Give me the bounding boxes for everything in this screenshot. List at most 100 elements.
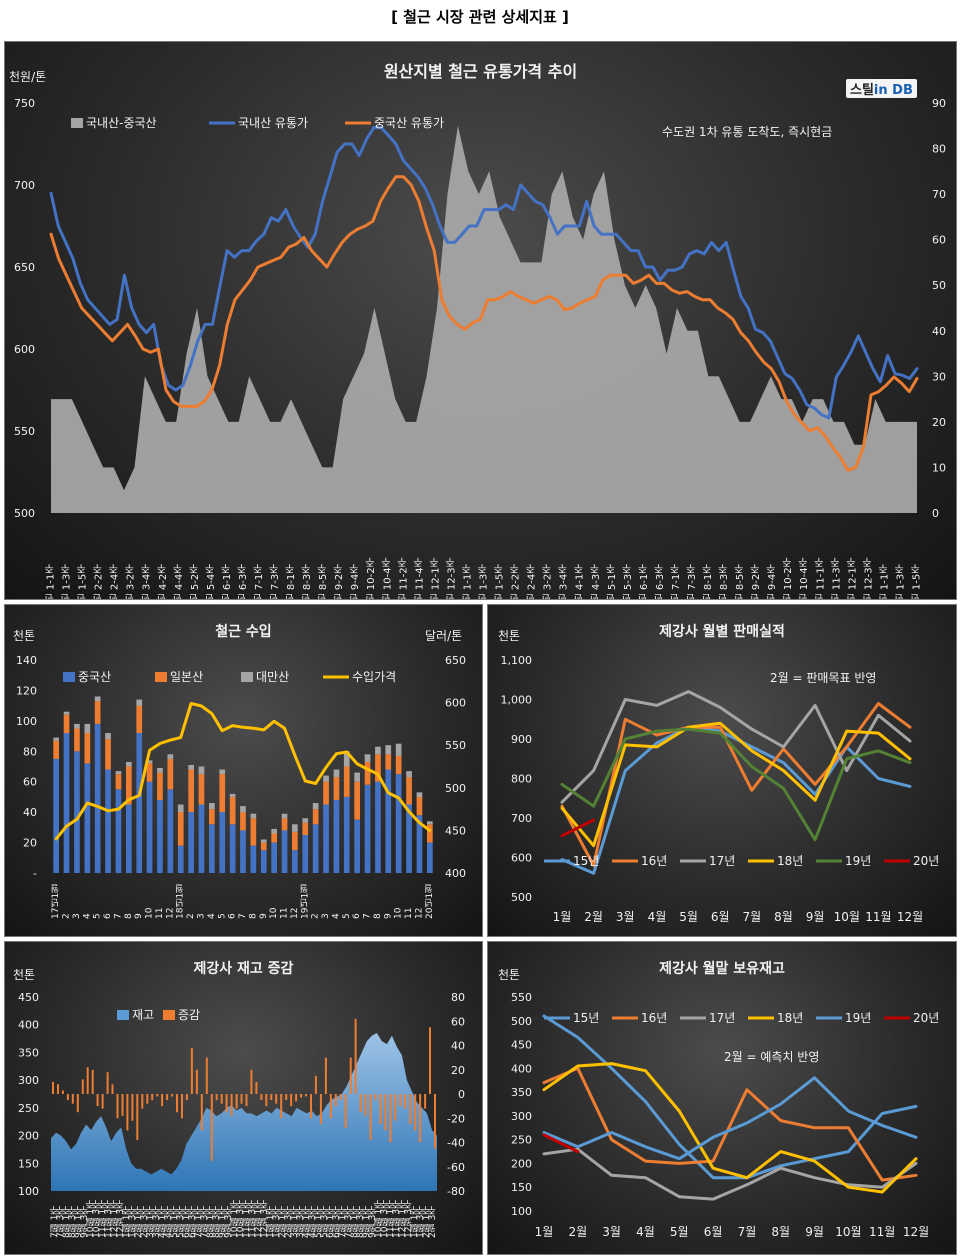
x-tick-label-29: 19년 2-2주 [510, 563, 522, 599]
x-tick-label-2: 3 [72, 913, 82, 919]
y-tick-1: 150 [18, 1157, 39, 1170]
x-tick-label-39: 2월 3주 [284, 1205, 294, 1238]
x-tick-label-50: 8월 1주 [350, 1205, 360, 1238]
bar-jp-1 [63, 714, 70, 734]
y-tick-3: 250 [511, 1134, 532, 1147]
x-tick-label-22: 11 [280, 908, 290, 919]
bar-change-62 [359, 1094, 362, 1113]
bar-change-76 [429, 1027, 431, 1094]
x-tick-label-36: 1월 1주 [266, 1205, 276, 1238]
inventory-change-svg: 100 150 200 250 300 350 400 450 -80 -60 -40 -20 0 20 4… [18, 991, 465, 1238]
bar-cn-24 [302, 835, 309, 873]
y2-tick-8: 80 [451, 991, 465, 1004]
bar-cn-33 [395, 774, 402, 873]
bar-cn-16 [219, 812, 226, 873]
y-tick-2: 40 [23, 806, 37, 819]
x-tick-label-52: 9월 1주 [362, 1205, 372, 1238]
bar-cn-13 [188, 812, 194, 873]
legend-label-1: 16년 [641, 1011, 667, 1025]
y-tick-3: 250 [18, 1102, 39, 1115]
bar-cn-14 [198, 804, 205, 873]
x-tick-label-48: 7월 1주 [338, 1205, 348, 1238]
bar-change-61 [354, 1018, 357, 1094]
legend-label-3: 18년 [777, 1011, 803, 1025]
bar-jp-15 [209, 809, 215, 825]
legend-label-0: 재고 [132, 1008, 154, 1022]
bar-jp-3 [84, 733, 91, 764]
bar-change-32 [210, 1094, 213, 1161]
month-end-inventory-chart: 100 150 200 250 300 350 400 450 500 550 1월 2월 3월 4월 5월… [487, 941, 957, 1255]
bar-change-2 [61, 1090, 64, 1094]
y-tick-9: 550 [511, 991, 532, 1004]
y2-tick-7: 60 [451, 1015, 465, 1028]
bar-change-40 [250, 1069, 253, 1095]
line-sales-1 [560, 702, 912, 867]
line-inventory-5 [542, 1133, 580, 1154]
x-tick-label-28: 19년 1-5주 [494, 563, 506, 599]
x-tick-label-44: 5월 1주 [314, 1205, 324, 1238]
x-tick-label-11: 12 [165, 908, 175, 919]
bar-tw-31 [375, 746, 381, 755]
legend-swatch-0 [71, 118, 83, 128]
y2-tick-8: 80 [932, 143, 946, 156]
bar-cn-18 [240, 830, 246, 873]
bar-cn-30 [364, 784, 371, 873]
x-tick-label-3: 4월 [648, 910, 667, 924]
bar-tw-6 [115, 771, 122, 775]
bar-change-74 [419, 1094, 422, 1143]
x-tick-label-11: 12월 [903, 1225, 929, 1239]
legend-swatch-1 [155, 672, 167, 682]
x-tick-label-28: 9월 1주 [218, 1205, 228, 1238]
y-tick-4: 700 [14, 179, 35, 192]
x-tick-label-19: 8 [248, 913, 258, 919]
x-tick-label-47: 6월 3주 [332, 1205, 342, 1238]
y-tick-7: 450 [18, 991, 39, 1004]
legend-label-3: 18년 [777, 854, 803, 868]
x-tick-label-6: 10월 1주 [86, 1199, 96, 1238]
bar-change-41 [255, 1081, 258, 1094]
x-tick-label-8: 9월 [806, 910, 825, 924]
y-tick-1: 550 [14, 425, 35, 438]
x-tick-label-16: 18년 8-3주 [301, 563, 313, 599]
bar-change-20 [151, 1094, 154, 1101]
x-tick-label-21: 10 [269, 907, 279, 919]
bar-jp-17 [229, 796, 236, 825]
y-axis-unit: 천원/톤 [9, 70, 47, 84]
x-tick-label-2: 8월 1주 [62, 1205, 72, 1238]
x-tick-label-42: 19년 8-3주 [718, 563, 730, 599]
line-sales-0 [560, 725, 912, 875]
y2-tick-4: 600 [445, 697, 466, 710]
rebar-import-chart: - 20 40 60 80 100 120 140 400 450 500 550 600 650 17년1… [4, 604, 483, 937]
x-tick-label-49: 7월 3주 [344, 1205, 354, 1238]
x-tick-label-35: 12월 3주 [260, 1199, 270, 1238]
x-tick-label-57: 11월 3주 [392, 1199, 402, 1238]
x-tick-label-15: 2월 3주 [140, 1205, 150, 1238]
bar-jp-2 [74, 728, 80, 752]
bar-jp-33 [395, 755, 402, 775]
bar-jp-34 [406, 777, 412, 805]
x-tick-label-25: 18년 12-3주 [446, 557, 458, 599]
legend-label-2: 대만산 [256, 670, 289, 684]
bar-change-35 [225, 1094, 228, 1113]
x-tick-label-61: 1월 3주 [416, 1205, 426, 1238]
bar-change-58 [339, 1094, 342, 1101]
legend-label-2: 중국산 유통가 [374, 116, 444, 130]
x-tick-label-39: 19년 7-1주 [670, 563, 682, 599]
x-tick-label-41: 19년 8-1주 [702, 563, 714, 599]
bar-tw-33 [395, 743, 402, 756]
x-tick-label-53: 20년 1-3주 [895, 563, 907, 599]
x-tick-label-22: 6월 1주 [182, 1205, 192, 1238]
x-tick-label-7: 8월 [771, 1225, 790, 1239]
bar-change-3 [66, 1094, 69, 1101]
bar-tw-5 [105, 733, 111, 740]
x-tick-label-14: 18년 7-3주 [269, 563, 281, 599]
x-tick-label-16: 5 [217, 913, 227, 919]
y-tick-5: 1,000 [501, 694, 533, 707]
bar-change-47 [285, 1094, 288, 1101]
x-tick-label-15: 4 [207, 913, 217, 919]
bar-jp-19 [250, 818, 257, 846]
bar-change-17 [136, 1094, 139, 1141]
x-tick-label-44: 19년 9-2주 [751, 563, 763, 599]
legend-label-5: 20년 [913, 1011, 939, 1025]
bar-tw-9 [146, 760, 153, 764]
